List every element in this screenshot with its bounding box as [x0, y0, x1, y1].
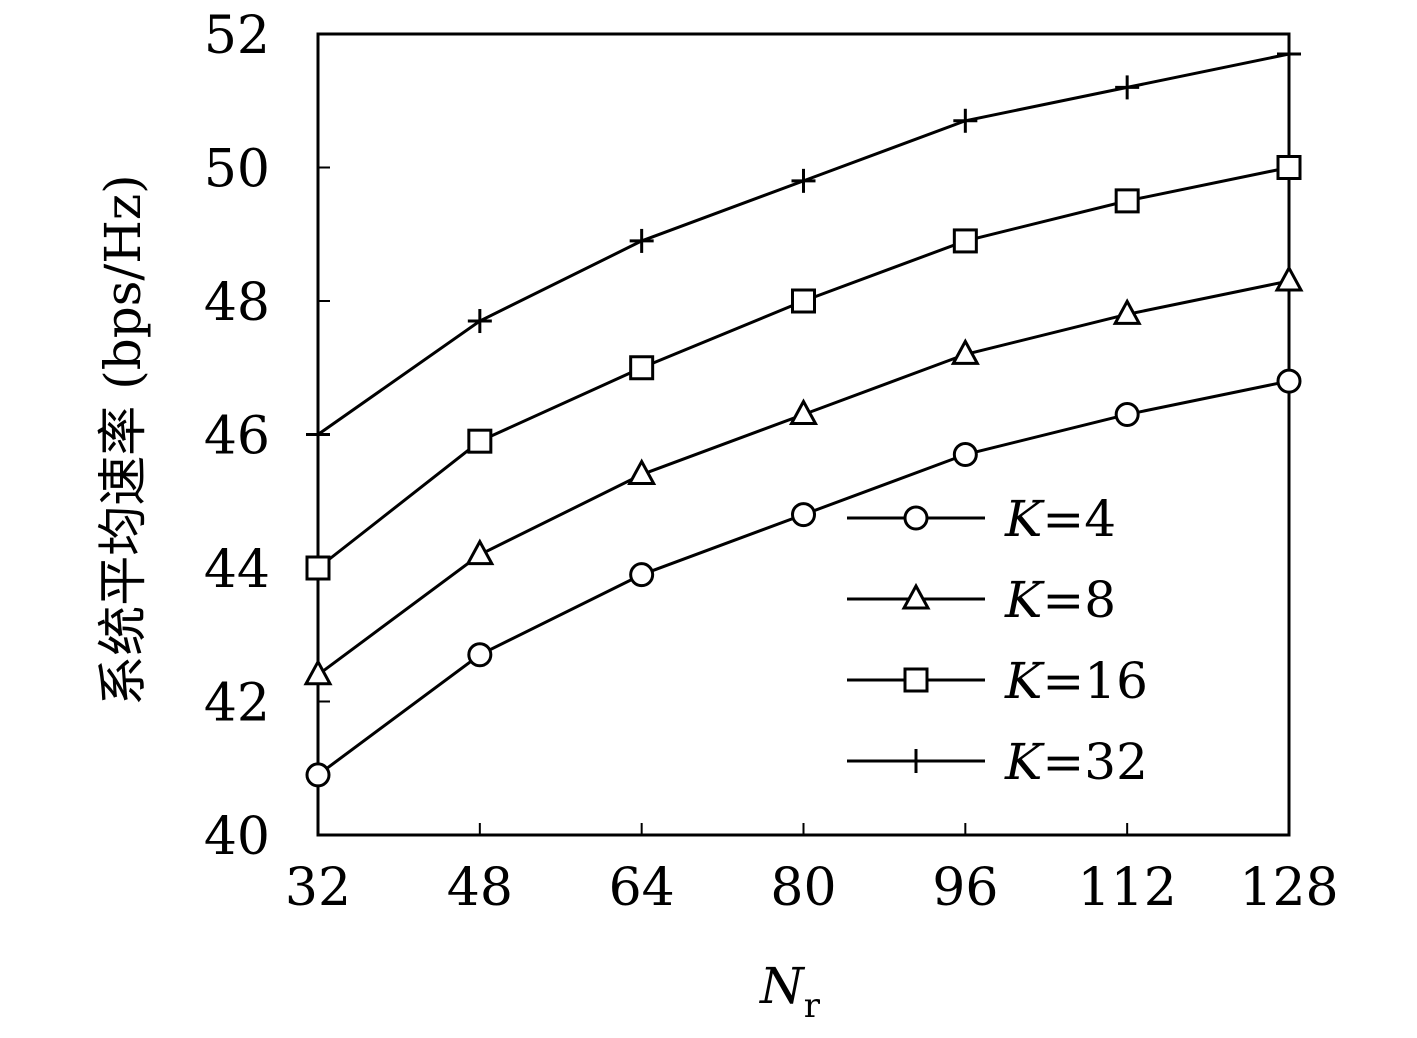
x-tick-label: 96	[932, 858, 998, 918]
legend-marker	[903, 667, 929, 693]
x-axis-title: Nr	[759, 957, 821, 1026]
data-point	[1114, 401, 1140, 427]
x-tick-label: 32	[285, 858, 351, 918]
plot-frame	[316, 32, 1291, 837]
data-point	[303, 658, 333, 686]
data-point	[791, 288, 816, 314]
legend-label: K=4	[1004, 490, 1116, 548]
legend-marker	[904, 749, 928, 773]
y-tick-label: 50	[204, 140, 270, 200]
data-point	[1115, 75, 1140, 100]
data-point	[467, 642, 493, 668]
series-layer	[303, 42, 1304, 788]
series-line	[317, 52, 1290, 436]
data-point	[629, 228, 654, 253]
data-point	[791, 502, 816, 528]
x-axis: 32 48 64 80 96 112 128	[285, 823, 1339, 918]
data-point	[306, 422, 330, 447]
series-K=4	[305, 368, 1302, 788]
data-point	[629, 355, 655, 381]
legend: K=4 K=8 K=16 K=32	[847, 490, 1148, 791]
data-point	[1274, 264, 1304, 292]
data-point	[791, 168, 816, 193]
legend-entry: K=8	[847, 571, 1116, 629]
x-tick-label: 128	[1239, 858, 1338, 918]
data-point	[629, 562, 655, 588]
data-point	[952, 228, 978, 254]
y-tick-label: 44	[204, 540, 270, 600]
data-point	[467, 428, 493, 454]
y-tick-label: 52	[204, 6, 270, 66]
data-point	[305, 555, 331, 581]
legend-entry: K=4	[847, 490, 1116, 548]
legend-label: K=32	[1004, 733, 1148, 791]
x-axis-title-sub: r	[804, 986, 821, 1026]
legend-marker	[903, 505, 929, 531]
data-point	[305, 762, 331, 788]
series-K=32	[306, 42, 1301, 447]
y-axis: 40 42 44 46 48 50 52	[204, 6, 330, 867]
y-tick-label: 40	[204, 807, 270, 867]
legend-label: K=8	[1004, 571, 1116, 629]
data-point	[1276, 155, 1302, 180]
y-tick-label: 46	[204, 407, 270, 467]
y-tick-label: 48	[204, 273, 270, 333]
data-point	[627, 458, 657, 486]
x-tick-label: 80	[770, 858, 836, 918]
data-point	[1276, 368, 1302, 394]
series-K=16	[305, 155, 1302, 581]
legend-entry: K=32	[847, 733, 1148, 791]
y-axis-title: 系统平均速率 (bps/Hz)	[94, 174, 152, 705]
data-point	[467, 309, 492, 334]
x-axis-title-main: N	[759, 957, 806, 1015]
legend-entry: K=16	[847, 652, 1148, 710]
series-K=8	[303, 264, 1304, 686]
data-point	[950, 338, 980, 365]
legend-label: K=16	[1004, 652, 1148, 710]
data-point	[953, 108, 978, 133]
x-tick-label: 112	[1078, 858, 1177, 918]
data-point	[1114, 188, 1140, 214]
data-point	[1277, 42, 1301, 67]
x-tick-label: 48	[447, 858, 513, 918]
legend-marker	[901, 582, 931, 610]
data-point	[1112, 298, 1142, 325]
y-tick-label: 42	[204, 674, 270, 734]
series-line	[317, 379, 1290, 777]
data-point	[465, 538, 495, 566]
data-point	[952, 442, 978, 468]
data-point	[788, 398, 819, 425]
series-line	[317, 279, 1290, 677]
x-tick-label: 64	[609, 858, 675, 918]
